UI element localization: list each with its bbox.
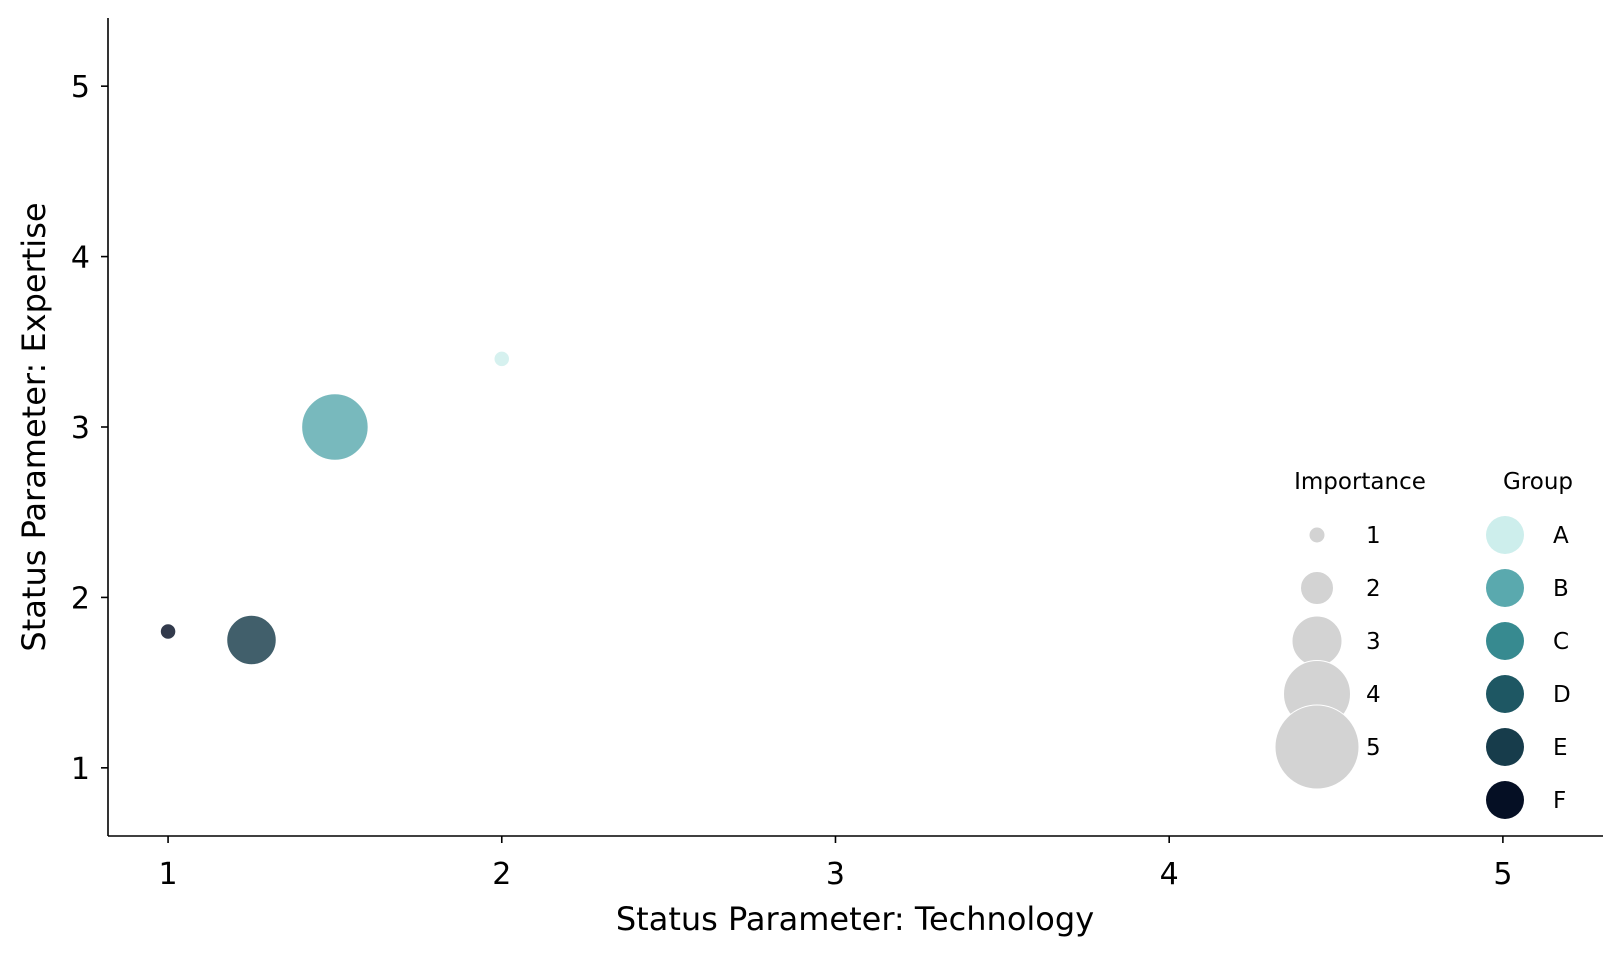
x-tick-label: 1	[159, 857, 178, 892]
size-legend-label: 2	[1366, 576, 1381, 602]
group-legend-title: Group	[1503, 469, 1573, 495]
size-legend-label: 4	[1366, 682, 1381, 708]
data-point-f	[159, 622, 177, 641]
group-legend-marker	[1486, 516, 1524, 554]
x-axis-ticks: 1 2 3 4 5	[159, 836, 1512, 892]
group-legend-marker	[1486, 728, 1524, 766]
x-tick-label: 4	[1160, 857, 1179, 892]
group-legend-label: A	[1553, 523, 1569, 549]
size-legend: Importance 1 2 3 4 5	[1274, 469, 1426, 790]
group-legend-label: B	[1553, 576, 1569, 602]
x-tick-label: 5	[1493, 857, 1512, 892]
data-point-b	[300, 392, 370, 462]
size-legend-marker	[1308, 526, 1326, 544]
y-tick-label: 4	[71, 241, 90, 276]
group-legend: Group A B C D E F	[1486, 469, 1573, 819]
data-point-a	[493, 350, 511, 368]
size-legend-label: 5	[1366, 735, 1381, 761]
y-axis-label: Status Parameter: Expertise	[15, 202, 53, 651]
group-legend-marker	[1486, 675, 1524, 713]
size-legend-marker	[1300, 571, 1334, 605]
group-legend-marker	[1486, 781, 1524, 819]
data-points	[159, 350, 511, 666]
x-tick-label: 3	[826, 857, 845, 892]
size-legend-marker	[1291, 615, 1343, 667]
y-tick-label: 1	[71, 752, 90, 787]
size-legend-marker	[1274, 704, 1360, 790]
group-legend-marker	[1486, 622, 1524, 660]
x-axis-label: Status Parameter: Technology	[616, 900, 1094, 938]
size-legend-label: 1	[1366, 523, 1381, 549]
size-legend-label: 3	[1366, 629, 1381, 655]
data-point-e	[225, 614, 278, 666]
group-legend-label: F	[1553, 788, 1566, 814]
group-legend-marker	[1486, 569, 1524, 607]
y-tick-label: 5	[71, 70, 90, 105]
group-legend-label: D	[1553, 682, 1571, 708]
x-tick-label: 2	[492, 857, 511, 892]
y-tick-label: 2	[71, 581, 90, 616]
y-axis-ticks: 1 2 3 4 5	[71, 70, 108, 787]
size-legend-title: Importance	[1294, 469, 1426, 495]
group-legend-label: E	[1553, 735, 1568, 761]
group-legend-label: C	[1553, 629, 1569, 655]
y-tick-label: 3	[71, 411, 90, 446]
